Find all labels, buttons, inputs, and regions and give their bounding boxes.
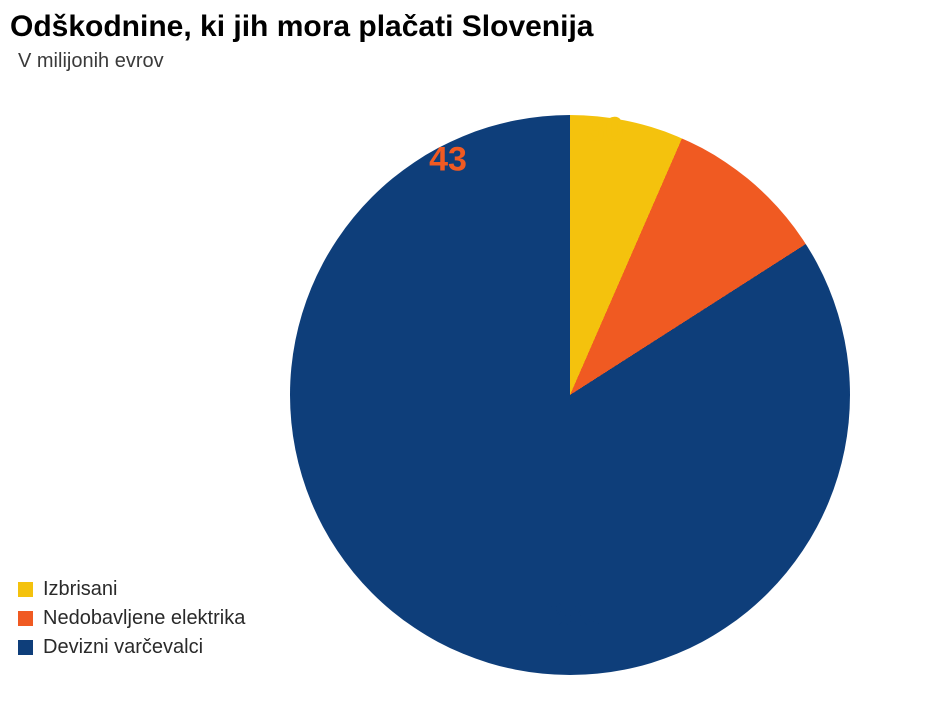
legend-item-nedobavljene: Nedobavljene elektrika xyxy=(18,607,245,630)
legend-swatch xyxy=(18,582,33,597)
slice-value-label: 30 xyxy=(586,111,624,150)
legend-swatch xyxy=(18,640,33,655)
legend-swatch xyxy=(18,611,33,626)
legend-item-izbrisani: Izbrisani xyxy=(18,578,245,601)
pie-disc xyxy=(290,115,850,675)
slice-value-label: 43 xyxy=(429,141,467,180)
legend-label: Devizni varčevalci xyxy=(43,636,203,659)
pie-chart xyxy=(290,115,850,675)
slice-value-label: 385 xyxy=(545,596,602,635)
legend-label: Nedobavljene elektrika xyxy=(43,607,245,630)
chart-subtitle: V milijonih evrov xyxy=(18,50,164,73)
chart-title: Odškodnine, ki jih mora plačati Slovenij… xyxy=(10,10,594,44)
legend-label: Izbrisani xyxy=(43,578,117,601)
legend-item-devizni: Devizni varčevalci xyxy=(18,636,245,659)
legend: Izbrisani Nedobavljene elektrika Devizni… xyxy=(18,578,245,665)
